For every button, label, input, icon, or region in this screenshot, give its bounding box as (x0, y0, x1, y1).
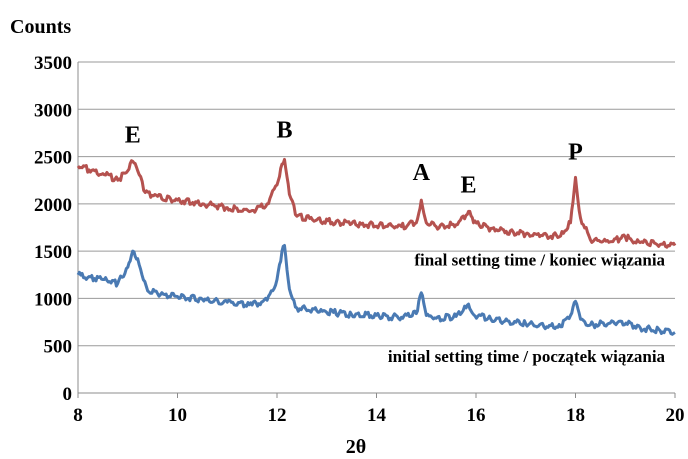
annotation-initial: initial setting time / początek wiązania (388, 347, 666, 366)
x-axis-label: 2θ (346, 436, 366, 458)
peak-label-e: E (125, 122, 141, 148)
x-tick-label: 16 (467, 405, 486, 426)
x-tick-label: 12 (268, 405, 287, 426)
x-tick-label: 20 (666, 405, 685, 426)
y-tick-label: 3000 (34, 100, 72, 121)
peak-label-b: B (276, 118, 292, 144)
y-tick-label: 500 (44, 337, 73, 358)
y-tick-label: 2500 (34, 148, 72, 169)
x-tick-label: 8 (73, 405, 83, 426)
y-tick-label: 3500 (34, 53, 72, 74)
y-tick-labels: 0 500 1000 1500 2000 2500 3000 3500 (34, 53, 72, 405)
peak-label-a: A (413, 160, 431, 186)
series-line-final (76, 157, 677, 249)
y-axis-label: Counts (10, 16, 71, 38)
y-tick-label: 1500 (34, 242, 72, 263)
y-tick-label: 0 (63, 384, 73, 405)
series-lines (76, 157, 677, 336)
gridlines (78, 61, 675, 347)
x-tick-label: 10 (168, 405, 187, 426)
x-tick-label: 14 (367, 405, 387, 426)
peak-label-e: E (461, 173, 477, 199)
annotations: final setting time / koniec wiązania init… (388, 250, 666, 365)
annotation-final: final setting time / koniec wiązania (414, 250, 665, 269)
peak-label-p: P (568, 139, 583, 165)
x-tick-labels: 8 10 12 14 16 18 20 (73, 405, 684, 426)
x-tick-label: 18 (566, 405, 585, 426)
series-line-initial (76, 244, 676, 336)
peak-labels: E B A E P (125, 118, 583, 199)
y-tick-label: 1000 (34, 289, 72, 310)
axes (77, 62, 676, 398)
y-tick-label: 2000 (34, 195, 72, 216)
